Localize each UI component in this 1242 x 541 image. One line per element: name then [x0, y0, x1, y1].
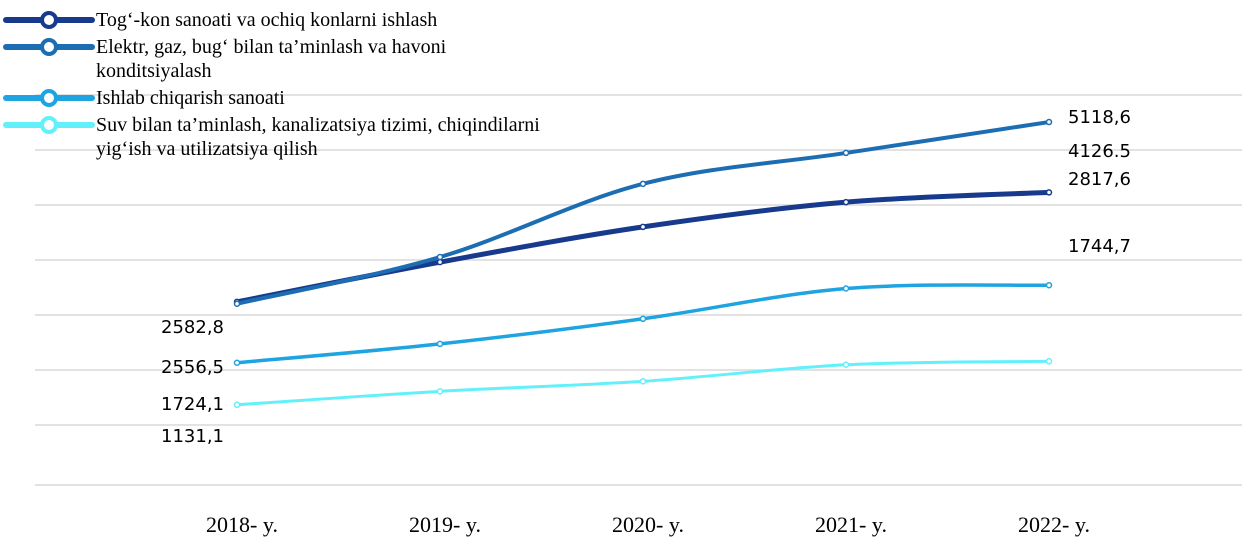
legend-label: Elektr, gaz, bug‘ bilan ta’minlash va ha…	[96, 36, 447, 82]
x-tick-label: 2022- y.	[1018, 512, 1090, 537]
data-label: 4126.5	[1068, 141, 1131, 162]
legend-icon	[3, 89, 95, 107]
legend-icon	[3, 38, 95, 56]
legend-marker	[40, 89, 58, 107]
data-label: 2582,8	[161, 317, 224, 338]
series-line	[236, 283, 1050, 365]
data-label: 2556,5	[161, 357, 224, 378]
legend-marker	[40, 116, 58, 134]
point	[842, 198, 850, 206]
point	[842, 149, 850, 157]
point	[639, 315, 647, 323]
point	[639, 223, 647, 231]
data-label: 1131,1	[161, 426, 224, 447]
point	[436, 340, 444, 348]
data-label: 2817,6	[1068, 169, 1131, 190]
point	[1045, 118, 1053, 126]
point	[233, 359, 241, 366]
legend-label: Suv bilan ta’minlash, kanalizatsiya tizi…	[96, 114, 540, 160]
x-tick-label: 2018- y.	[206, 512, 278, 537]
point	[1045, 189, 1053, 196]
legend-marker	[40, 11, 58, 29]
legend-label: Tog‘-kon sanoati va ochiq konlarni ishla…	[96, 9, 438, 31]
point	[1045, 281, 1053, 289]
legend-item: Ishlab chiqarish sanoati	[0, 86, 600, 110]
point	[233, 401, 241, 409]
legend-marker	[40, 38, 58, 56]
point	[436, 388, 444, 395]
point	[842, 361, 850, 368]
point	[1045, 358, 1053, 365]
legend-item: Suv bilan ta’minlash, kanalizatsiya tizi…	[0, 113, 600, 161]
legend-icon	[3, 116, 95, 134]
x-tick-label: 2019- y.	[409, 512, 481, 537]
legend: Tog‘-kon sanoati va ochiq konlarni ishla…	[0, 8, 600, 164]
point	[639, 378, 647, 385]
legend-label: Ishlab chiqarish sanoati	[96, 87, 285, 109]
x-tick-label: 2021- y.	[815, 512, 887, 537]
point	[436, 253, 444, 261]
data-label: 5118,6	[1068, 107, 1131, 128]
grid	[35, 94, 1242, 486]
point	[842, 285, 850, 292]
point	[233, 300, 241, 307]
legend-icon	[3, 11, 95, 29]
data-label: 1744,7	[1068, 236, 1131, 257]
legend-item: Tog‘-kon sanoati va ochiq konlarni ishla…	[0, 8, 600, 32]
legend-item: Elektr, gaz, bug‘ bilan ta’minlash va ha…	[0, 35, 600, 83]
data-label: 1724,1	[161, 394, 224, 415]
x-tick-label: 2020- y.	[612, 512, 684, 537]
point	[436, 258, 444, 266]
point	[639, 180, 647, 188]
